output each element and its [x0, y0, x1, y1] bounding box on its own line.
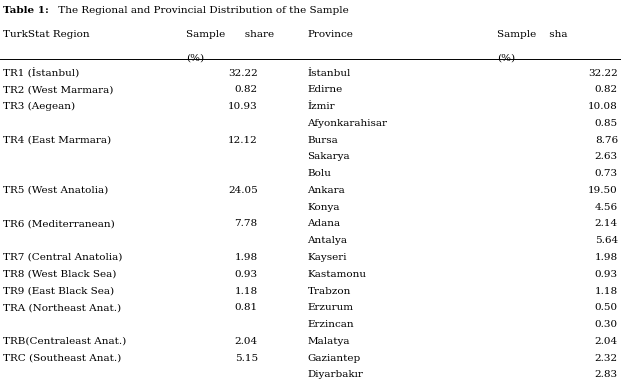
Text: TRA (Northeast Anat.): TRA (Northeast Anat.) [3, 303, 121, 312]
Text: 2.83: 2.83 [595, 370, 618, 379]
Text: 2.63: 2.63 [595, 152, 618, 162]
Text: TR6 (Mediterranean): TR6 (Mediterranean) [3, 219, 115, 229]
Text: Erzurum: Erzurum [307, 303, 353, 312]
Text: Konya: Konya [307, 203, 340, 212]
Text: 2.04: 2.04 [235, 337, 258, 346]
Text: Malatya: Malatya [307, 337, 350, 346]
Text: (%): (%) [497, 53, 515, 62]
Text: 2.32: 2.32 [595, 354, 618, 363]
Text: Sakarya: Sakarya [307, 152, 350, 162]
Text: Kastamonu: Kastamonu [307, 270, 366, 279]
Text: 1.98: 1.98 [595, 253, 618, 262]
Text: TurkStat Region: TurkStat Region [3, 30, 89, 40]
Text: 0.85: 0.85 [595, 119, 618, 128]
Text: 0.30: 0.30 [595, 320, 618, 329]
Text: 32.22: 32.22 [228, 69, 258, 78]
Text: Kayseri: Kayseri [307, 253, 347, 262]
Text: (%): (%) [186, 53, 204, 62]
Text: 4.56: 4.56 [595, 203, 618, 212]
Text: TR9 (East Black Sea): TR9 (East Black Sea) [3, 287, 114, 296]
Text: TRC (Southeast Anat.): TRC (Southeast Anat.) [3, 354, 121, 363]
Text: Antalya: Antalya [307, 236, 347, 245]
Text: Afyonkarahisar: Afyonkarahisar [307, 119, 388, 128]
Text: TR5 (West Anatolia): TR5 (West Anatolia) [3, 186, 108, 195]
Text: Gaziantep: Gaziantep [307, 354, 361, 363]
Text: Erzincan: Erzincan [307, 320, 354, 329]
Text: 24.05: 24.05 [228, 186, 258, 195]
Text: Bursa: Bursa [307, 136, 338, 145]
Text: 5.15: 5.15 [235, 354, 258, 363]
Text: 0.81: 0.81 [235, 303, 258, 312]
Text: Ankara: Ankara [307, 186, 345, 195]
Text: TRB(Centraleast Anat.): TRB(Centraleast Anat.) [3, 337, 126, 346]
Text: TR8 (West Black Sea): TR8 (West Black Sea) [3, 270, 117, 279]
Text: TR4 (East Marmara): TR4 (East Marmara) [3, 136, 111, 145]
Text: 32.22: 32.22 [588, 69, 618, 78]
Text: Sample      share: Sample share [186, 30, 274, 40]
Text: 1.18: 1.18 [595, 287, 618, 296]
Text: 10.93: 10.93 [228, 102, 258, 111]
Text: 2.04: 2.04 [595, 337, 618, 346]
Text: İstanbul: İstanbul [307, 69, 351, 78]
Text: İzmir: İzmir [307, 102, 335, 111]
Text: Trabzon: Trabzon [307, 287, 351, 296]
Text: Province: Province [307, 30, 353, 40]
Text: 7.78: 7.78 [235, 219, 258, 229]
Text: Edirne: Edirne [307, 85, 343, 94]
Text: TR2 (West Marmara): TR2 (West Marmara) [3, 85, 114, 94]
Text: 0.93: 0.93 [235, 270, 258, 279]
Text: 8.76: 8.76 [595, 136, 618, 145]
Text: 0.50: 0.50 [595, 303, 618, 312]
Text: 0.82: 0.82 [595, 85, 618, 94]
Text: 1.18: 1.18 [235, 287, 258, 296]
Text: 0.82: 0.82 [235, 85, 258, 94]
Text: Adana: Adana [307, 219, 340, 229]
Text: The Regional and Provincial Distribution of the Sample: The Regional and Provincial Distribution… [55, 6, 348, 15]
Text: TR7 (Central Anatolia): TR7 (Central Anatolia) [3, 253, 122, 262]
Text: TR1 (İstanbul): TR1 (İstanbul) [3, 69, 79, 79]
Text: 2.14: 2.14 [595, 219, 618, 229]
Text: 10.08: 10.08 [588, 102, 618, 111]
Text: Diyarbakır: Diyarbakır [307, 370, 363, 379]
Text: Sample    sha: Sample sha [497, 30, 568, 40]
Text: 1.98: 1.98 [235, 253, 258, 262]
Text: 0.73: 0.73 [595, 169, 618, 178]
Text: 19.50: 19.50 [588, 186, 618, 195]
Text: Table 1:: Table 1: [3, 6, 49, 15]
Text: TR3 (Aegean): TR3 (Aegean) [3, 102, 75, 111]
Text: Bolu: Bolu [307, 169, 331, 178]
Text: 12.12: 12.12 [228, 136, 258, 145]
Text: 5.64: 5.64 [595, 236, 618, 245]
Text: 0.93: 0.93 [595, 270, 618, 279]
